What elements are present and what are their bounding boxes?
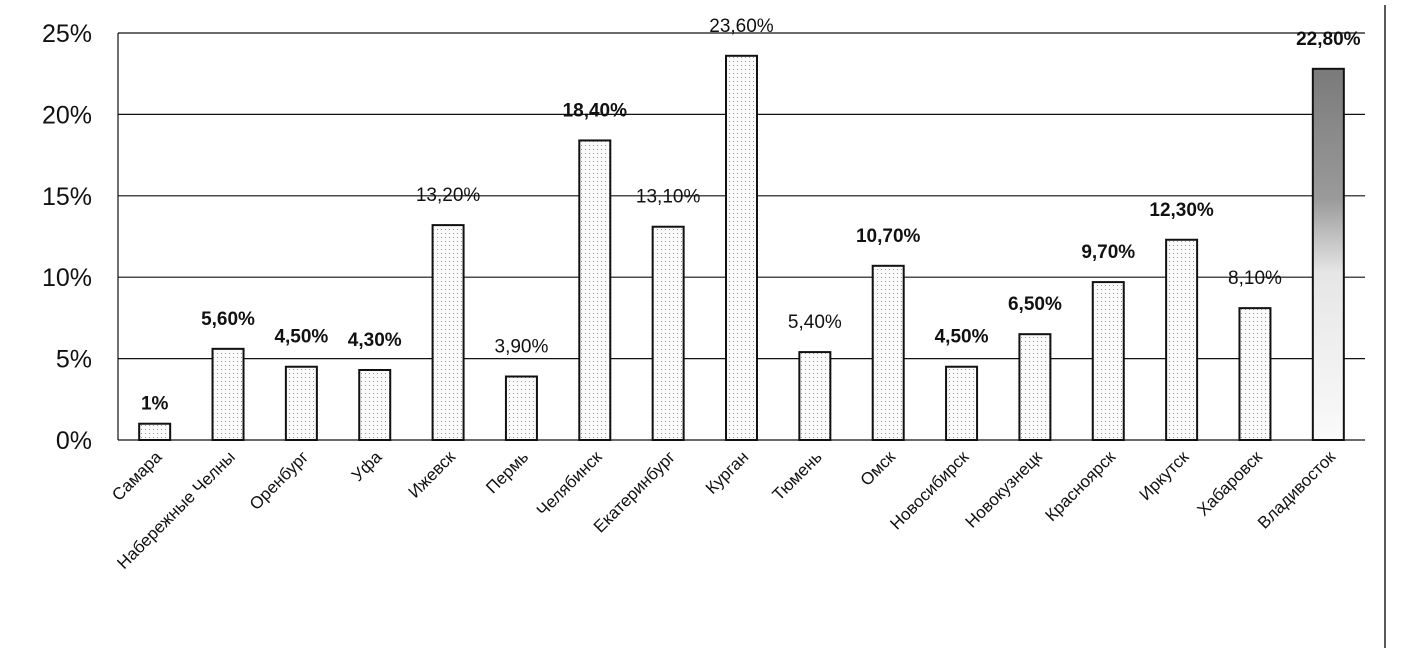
- x-tick-label: Хабаровск: [1193, 447, 1266, 520]
- bar-10: [871, 264, 905, 441]
- data-label: 9,70%: [1081, 242, 1135, 263]
- x-tick-label: Челябинск: [533, 447, 606, 520]
- bar-15: [1238, 307, 1272, 441]
- data-label: 13,10%: [636, 187, 701, 208]
- data-label: 18,40%: [563, 100, 628, 121]
- y-tick-label: 10%: [42, 264, 92, 292]
- data-label: 6,50%: [1008, 294, 1062, 315]
- data-label: 5,40%: [788, 312, 842, 333]
- data-label: 12,30%: [1149, 200, 1214, 221]
- data-labels: 1% 5,60% 4,50% 4,30% 13,20% 3,90% 18,40% 13,10%…: [141, 16, 1361, 415]
- x-tick-label: Омск: [857, 447, 900, 490]
- x-tick-label: Уфа: [348, 447, 386, 485]
- bar-6: [578, 139, 612, 441]
- bar-7: [651, 225, 685, 441]
- data-label: 4,50%: [274, 327, 328, 348]
- y-tick-label: 5%: [56, 346, 92, 374]
- data-label: 23,60%: [709, 16, 774, 37]
- x-tick-label: Красноярск: [1041, 447, 1119, 525]
- data-label: 22,80%: [1296, 29, 1361, 50]
- data-label: 10,70%: [856, 226, 921, 247]
- bar-5: [504, 375, 538, 441]
- bar-8: [725, 54, 758, 442]
- x-tick-label: Ижевск: [405, 447, 460, 502]
- y-tick-label: 15%: [42, 183, 92, 211]
- data-label: 1%: [141, 394, 169, 415]
- bar-1: [211, 347, 245, 441]
- bar-4: [431, 224, 465, 441]
- bar-16: [1311, 67, 1345, 441]
- x-tick-label: Новокузнецк: [962, 447, 1047, 532]
- bar-12: [1018, 333, 1052, 441]
- bar-14: [1165, 238, 1199, 441]
- bar-13: [1091, 281, 1125, 442]
- x-tick-label: Новосибирск: [886, 447, 972, 533]
- data-label: 4,30%: [348, 330, 402, 351]
- data-label: 5,60%: [201, 309, 255, 330]
- data-label: 3,90%: [495, 337, 549, 358]
- x-tick-label: Оренбург: [246, 447, 312, 513]
- bar-3: [358, 368, 392, 441]
- x-tick-label: Самара: [108, 447, 166, 505]
- bars: [138, 54, 1345, 442]
- bar-2: [284, 365, 318, 441]
- y-axis: 0% 5% 10% 15% 20% 25%: [42, 20, 92, 455]
- data-label: 4,50%: [935, 327, 989, 348]
- data-label: 13,20%: [416, 185, 481, 206]
- data-label: 8,10%: [1228, 268, 1282, 289]
- x-tick-label: Владивосток: [1254, 447, 1340, 533]
- bar-0: [138, 422, 172, 442]
- x-tick-label: Пермь: [482, 447, 532, 497]
- x-tick-label: Иркутск: [1136, 447, 1193, 504]
- x-tick-label: Курган: [702, 447, 752, 497]
- bar-11: [945, 365, 979, 441]
- bar-9: [798, 351, 832, 442]
- y-tick-label: 20%: [42, 101, 92, 129]
- y-tick-label: 0%: [56, 427, 92, 455]
- y-tick-label: 25%: [42, 20, 92, 48]
- x-tick-label: Тюмень: [769, 447, 826, 504]
